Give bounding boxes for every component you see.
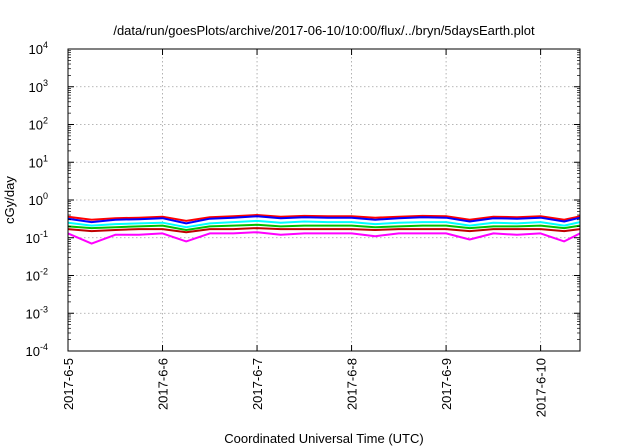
y-tick-label: 10-1 bbox=[26, 229, 48, 246]
y-tick-label: 102 bbox=[29, 116, 48, 133]
x-tick-label: 2017-6-6 bbox=[156, 358, 171, 410]
x-tick-label: 2017-6-10 bbox=[534, 358, 549, 417]
series-line-3 bbox=[67, 219, 581, 229]
y-axis-ticks: 10-4 10-3 10-2 10-1 100 101 102 103 104 bbox=[26, 40, 580, 359]
x-tick-label: 2017-6-5 bbox=[61, 358, 76, 410]
series-line-6 bbox=[67, 231, 581, 245]
y-axis-label: cGy/day bbox=[2, 176, 17, 224]
y-tick-label: 100 bbox=[29, 191, 48, 208]
chart-title: /data/run/goesPlots/archive/2017-06-10/1… bbox=[113, 23, 535, 38]
y-tick-label: 10-3 bbox=[26, 304, 48, 321]
series-line-2 bbox=[67, 215, 581, 225]
y-tick-label: 10-2 bbox=[26, 267, 48, 284]
y-tick-label: 103 bbox=[29, 78, 48, 95]
series-line-4 bbox=[67, 223, 581, 231]
x-tick-label: 2017-6-7 bbox=[250, 358, 265, 410]
series-line-5 bbox=[67, 227, 581, 234]
x-axis-ticks: 2017-6-5 2017-6-6 2017-6-7 2017-6-8 2017-6-9… bbox=[61, 49, 549, 417]
y-tick-label: 10-4 bbox=[26, 342, 48, 359]
x-axis-label: Coordinated Universal Time (UTC) bbox=[224, 431, 423, 446]
series-line-1 bbox=[67, 214, 581, 222]
y-tick-label: 104 bbox=[29, 40, 48, 57]
x-tick-label: 2017-6-9 bbox=[439, 358, 454, 410]
grid bbox=[68, 49, 580, 351]
series-layer bbox=[67, 214, 581, 245]
y-tick-label: 101 bbox=[29, 153, 48, 170]
x-tick-label: 2017-6-8 bbox=[345, 358, 360, 410]
